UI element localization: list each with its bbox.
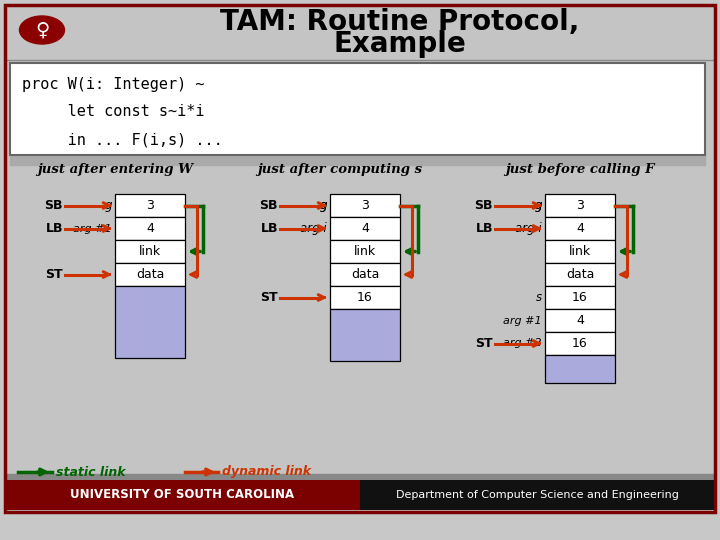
- Text: ♀: ♀: [35, 21, 49, 39]
- Text: arg #2: arg #2: [503, 339, 542, 348]
- Text: arg i: arg i: [516, 222, 542, 235]
- Text: g: g: [320, 199, 327, 212]
- Bar: [330, 263, 400, 286]
- Bar: [330, 286, 400, 309]
- Text: 16: 16: [572, 337, 588, 350]
- Bar: [545, 263, 615, 286]
- Ellipse shape: [19, 16, 65, 44]
- Text: let const s~i*i: let const s~i*i: [22, 105, 204, 119]
- Bar: [545, 309, 615, 332]
- Bar: [5, 474, 715, 480]
- Bar: [330, 240, 400, 263]
- Text: just before calling F: just before calling F: [505, 164, 654, 177]
- Text: SB: SB: [45, 199, 63, 212]
- Bar: [115, 217, 185, 240]
- Bar: [10, 153, 705, 165]
- Bar: [545, 194, 615, 217]
- Bar: [115, 240, 185, 263]
- Text: dynamic link: dynamic link: [222, 465, 311, 478]
- Text: link: link: [354, 245, 376, 258]
- Text: TAM: Routine Protocol,: TAM: Routine Protocol,: [220, 8, 580, 36]
- Text: LB: LB: [45, 222, 63, 235]
- Text: 16: 16: [357, 291, 373, 304]
- Bar: [5, 480, 360, 510]
- Text: UNIVERSITY OF SOUTH CAROLINA: UNIVERSITY OF SOUTH CAROLINA: [70, 489, 294, 502]
- Text: g: g: [534, 199, 542, 212]
- Text: 4: 4: [576, 314, 584, 327]
- Text: LB: LB: [475, 222, 493, 235]
- Text: ST: ST: [45, 268, 63, 281]
- Text: in ... F(i,s) ...: in ... F(i,s) ...: [22, 132, 222, 147]
- Text: g: g: [104, 199, 112, 212]
- Bar: [330, 217, 400, 240]
- Bar: [545, 332, 615, 355]
- Text: ST: ST: [261, 291, 278, 304]
- Bar: [8, 5, 76, 50]
- Text: arg i: arg i: [300, 222, 327, 235]
- Text: 4: 4: [146, 222, 154, 235]
- Bar: [545, 286, 615, 309]
- Text: arg #1: arg #1: [73, 224, 112, 233]
- Text: link: link: [569, 245, 591, 258]
- Bar: [115, 194, 185, 217]
- Text: g: g: [534, 199, 542, 212]
- Text: SB: SB: [474, 199, 493, 212]
- Bar: [115, 263, 185, 286]
- Text: ST: ST: [475, 337, 493, 350]
- Text: 3: 3: [361, 199, 369, 212]
- Text: Example: Example: [333, 30, 467, 58]
- Bar: [545, 217, 615, 240]
- Bar: [330, 194, 400, 217]
- Text: 16: 16: [572, 291, 588, 304]
- Bar: [545, 240, 615, 263]
- Text: static link: static link: [56, 465, 125, 478]
- Bar: [115, 286, 185, 358]
- Text: SB: SB: [259, 199, 278, 212]
- Text: proc W(i: Integer) ~: proc W(i: Integer) ~: [22, 78, 204, 92]
- Text: just after computing s: just after computing s: [258, 164, 423, 177]
- Text: 4: 4: [576, 222, 584, 235]
- Bar: [10, 63, 705, 155]
- Text: just after entering W: just after entering W: [37, 164, 193, 177]
- Text: link: link: [139, 245, 161, 258]
- Text: 3: 3: [146, 199, 154, 212]
- Text: 3: 3: [576, 199, 584, 212]
- Bar: [545, 355, 615, 383]
- Text: arg #1: arg #1: [503, 315, 542, 326]
- Text: Department of Computer Science and Engineering: Department of Computer Science and Engin…: [395, 490, 678, 500]
- Text: g: g: [320, 199, 327, 212]
- Text: 4: 4: [361, 222, 369, 235]
- Text: LB: LB: [261, 222, 278, 235]
- Text: data: data: [566, 268, 594, 281]
- Text: data: data: [136, 268, 164, 281]
- Text: s: s: [536, 291, 542, 304]
- Text: data: data: [351, 268, 379, 281]
- Bar: [360, 480, 715, 510]
- Bar: [330, 309, 400, 361]
